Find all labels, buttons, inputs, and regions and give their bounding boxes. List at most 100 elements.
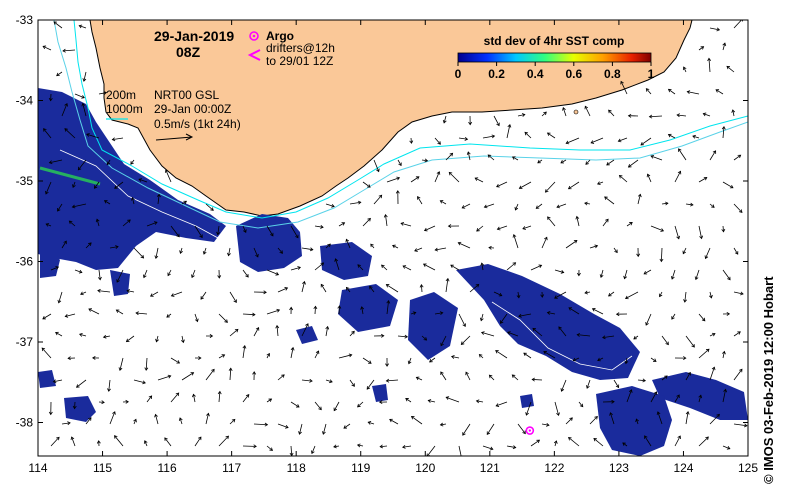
sst-patch — [338, 284, 398, 332]
current-vector-arrow — [72, 401, 77, 410]
current-vector-arrow — [558, 326, 567, 337]
current-vector-arrow — [541, 111, 547, 117]
current-vector-arrow — [218, 354, 226, 359]
current-vector-arrow — [661, 201, 669, 206]
current-vector-arrow — [109, 245, 119, 249]
current-vector-arrow — [541, 422, 550, 427]
current-vector-arrow — [613, 247, 618, 254]
current-vector-arrow — [400, 222, 412, 227]
current-vector-arrow — [709, 332, 716, 337]
current-vector-arrow — [310, 445, 316, 455]
vector-scale-label: 0.5m/s (1kt 24h) — [154, 117, 241, 131]
current-vector-arrow — [523, 352, 532, 359]
current-vector-arrow — [383, 213, 388, 227]
current-vector-arrow — [541, 236, 548, 249]
current-vector-arrow — [487, 154, 495, 161]
current-vector-arrow — [155, 335, 159, 343]
current-vector-arrow — [98, 91, 108, 95]
current-vector-arrow — [228, 367, 233, 381]
current-vector-arrow — [114, 181, 124, 189]
current-vector-arrow — [635, 418, 639, 425]
current-vector-arrow — [415, 376, 423, 381]
current-vector-arrow — [596, 181, 604, 185]
current-vector-arrow — [590, 137, 604, 144]
current-vector-arrow — [385, 284, 399, 293]
current-vector-arrow — [194, 313, 199, 323]
current-vector-arrow — [658, 291, 663, 298]
colorbar-tick-label: 0.4 — [527, 67, 544, 81]
current-vector-arrow — [338, 222, 346, 227]
current-vector-arrow — [55, 331, 63, 337]
current-vector-arrow — [289, 306, 294, 315]
lon-tick-label: 114 — [28, 461, 47, 475]
current-vector-arrow — [277, 247, 283, 254]
current-vector-arrow — [74, 93, 85, 99]
current-vector-arrow — [495, 350, 508, 359]
current-vector-arrow — [385, 357, 389, 367]
current-vector-arrow — [266, 269, 280, 276]
current-vector-arrow — [71, 203, 87, 209]
current-vector-arrow — [166, 313, 172, 318]
current-vector-arrow — [106, 159, 111, 166]
current-vector-arrow — [98, 400, 105, 405]
current-vector-arrow — [546, 311, 556, 315]
current-vector-arrow — [146, 395, 153, 403]
current-vector-arrow — [543, 351, 556, 359]
current-vector-arrow — [440, 371, 447, 381]
current-vector-arrow — [266, 398, 273, 403]
current-vector-arrow — [674, 225, 681, 240]
current-vector-arrow — [333, 444, 340, 449]
current-vector-arrow — [349, 379, 355, 387]
current-vector-arrow — [81, 102, 87, 117]
current-vector-arrow — [439, 200, 447, 205]
current-vector-arrow — [356, 443, 364, 448]
current-vector-arrow — [242, 225, 247, 233]
current-vector-arrow — [608, 291, 615, 297]
current-vector-arrow — [496, 181, 508, 188]
lon-tick-label: 119 — [351, 461, 370, 475]
current-vector-arrow — [589, 244, 599, 249]
current-vector-arrow — [154, 247, 159, 260]
current-vector-arrow — [68, 220, 76, 227]
current-vector-arrow — [637, 378, 647, 383]
current-vector-arrow — [131, 196, 135, 205]
contour-200m — [73, 20, 748, 219]
lon-tick-label: 116 — [158, 461, 177, 475]
current-vector-arrow — [667, 133, 676, 139]
lon-tick-label: 115 — [93, 461, 112, 475]
current-vector-arrow — [650, 391, 658, 403]
current-vector-arrow — [67, 356, 76, 361]
current-vector-arrow — [709, 413, 720, 425]
current-vector-arrow — [42, 313, 52, 320]
current-vector-arrow — [623, 269, 628, 280]
current-vector-arrow — [253, 247, 259, 258]
current-vector-arrow — [205, 203, 214, 211]
current-vector-arrow — [170, 225, 180, 238]
sst-patch — [236, 214, 302, 272]
current-vector-arrow — [584, 201, 591, 206]
current-vector-arrow — [486, 423, 495, 436]
current-vector-arrow — [483, 203, 495, 209]
current-vector-arrow — [511, 374, 519, 381]
current-vector-arrow — [242, 269, 249, 278]
current-vector-arrow — [506, 262, 517, 271]
current-vector-arrow — [266, 225, 274, 237]
current-vector-arrow — [479, 313, 484, 322]
current-vector-arrow — [325, 379, 333, 384]
current-vector-arrow — [357, 401, 364, 408]
current-vector-arrow — [733, 291, 744, 296]
current-vector-arrow — [493, 115, 500, 127]
current-vector-arrow — [360, 306, 365, 315]
current-vector-arrow — [144, 357, 149, 371]
current-vector-arrow — [362, 181, 371, 188]
current-vector-arrow — [565, 417, 573, 425]
current-vector-arrow — [345, 286, 351, 293]
current-vector-arrow — [191, 269, 196, 279]
current-vector-arrow — [698, 313, 706, 322]
current-vector-arrow — [698, 436, 709, 447]
current-vector-arrow — [645, 313, 652, 326]
current-vector-arrow — [229, 418, 236, 425]
current-vector-arrow — [373, 159, 380, 173]
lon-tick-label: 118 — [287, 461, 306, 475]
